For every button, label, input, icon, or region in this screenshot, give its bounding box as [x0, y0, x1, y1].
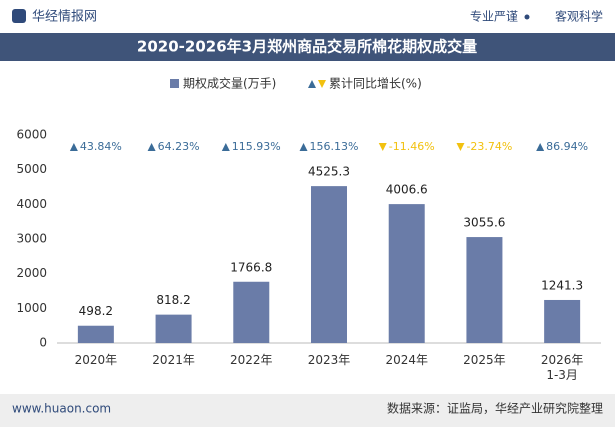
growth-label: 43.84%	[80, 140, 122, 153]
y-tick-label: 5000	[16, 162, 47, 176]
y-tick-label: 1000	[16, 301, 47, 315]
growth-label: 86.94%	[546, 140, 588, 153]
growth-marker	[536, 143, 545, 151]
legend-label: 累计同比增长(%)	[329, 77, 422, 91]
growth-label: 156.13%	[310, 140, 359, 153]
logo-icon	[12, 9, 26, 23]
y-tick-label: 2000	[16, 266, 47, 280]
x-tick-label: 2022年	[230, 353, 273, 367]
slogan: 客观科学	[555, 9, 603, 24]
footer-bar	[0, 394, 615, 427]
growth-marker	[69, 143, 78, 151]
growth-marker	[456, 143, 465, 151]
x-tick-label: 2024年	[385, 353, 428, 367]
growth-label: -23.74%	[466, 140, 512, 153]
legend-marker	[318, 80, 326, 88]
x-tick-label: 2023年	[308, 353, 351, 367]
legend-label: 期权成交量(万手)	[183, 76, 276, 91]
x-tick-label: 2020年	[75, 353, 118, 367]
value-label: 4006.6	[386, 183, 428, 197]
growth-marker	[378, 143, 387, 151]
title-bar	[0, 33, 615, 61]
slogan: 专业严谨	[470, 9, 518, 24]
value-label: 1241.3	[541, 278, 583, 292]
source: 数据来源：证监局，华经产业研究院整理	[387, 401, 603, 416]
y-tick-label: 0	[39, 336, 47, 350]
value-label: 1766.8	[230, 260, 272, 274]
y-tick-label: 6000	[16, 128, 47, 142]
y-tick-label: 3000	[16, 232, 47, 246]
legend-swatch	[170, 79, 179, 88]
value-label: 498.2	[79, 304, 113, 318]
growth-label: -11.46%	[389, 140, 435, 153]
bar	[544, 299, 581, 343]
value-label: 818.2	[156, 293, 190, 307]
legend-marker	[308, 80, 316, 88]
bar	[311, 186, 347, 343]
bar	[388, 204, 425, 343]
growth-label: 115.93%	[232, 140, 281, 153]
value-label: 3055.6	[463, 216, 505, 230]
dot	[524, 14, 530, 20]
bar	[77, 325, 114, 343]
y-tick-label: 4000	[16, 197, 47, 211]
growth-marker	[221, 143, 230, 151]
x-tick-label: 2025年	[463, 353, 506, 367]
x-tick-label: 2021年	[152, 353, 195, 367]
growth-label: 64.23%	[158, 140, 200, 153]
brand: 华经情报网	[32, 10, 97, 25]
chart-title: 2020-2026年3月郑州商品交易所棉花期权成交量	[137, 38, 477, 56]
bar	[155, 314, 192, 343]
website: www.huaon.com	[12, 402, 111, 416]
growth-marker	[147, 143, 156, 151]
x-tick-label: 2026年 1-3月	[541, 353, 584, 382]
value-label: 4525.3	[308, 165, 350, 179]
bar	[233, 281, 270, 343]
growth-marker	[299, 143, 308, 151]
bar	[466, 237, 503, 343]
